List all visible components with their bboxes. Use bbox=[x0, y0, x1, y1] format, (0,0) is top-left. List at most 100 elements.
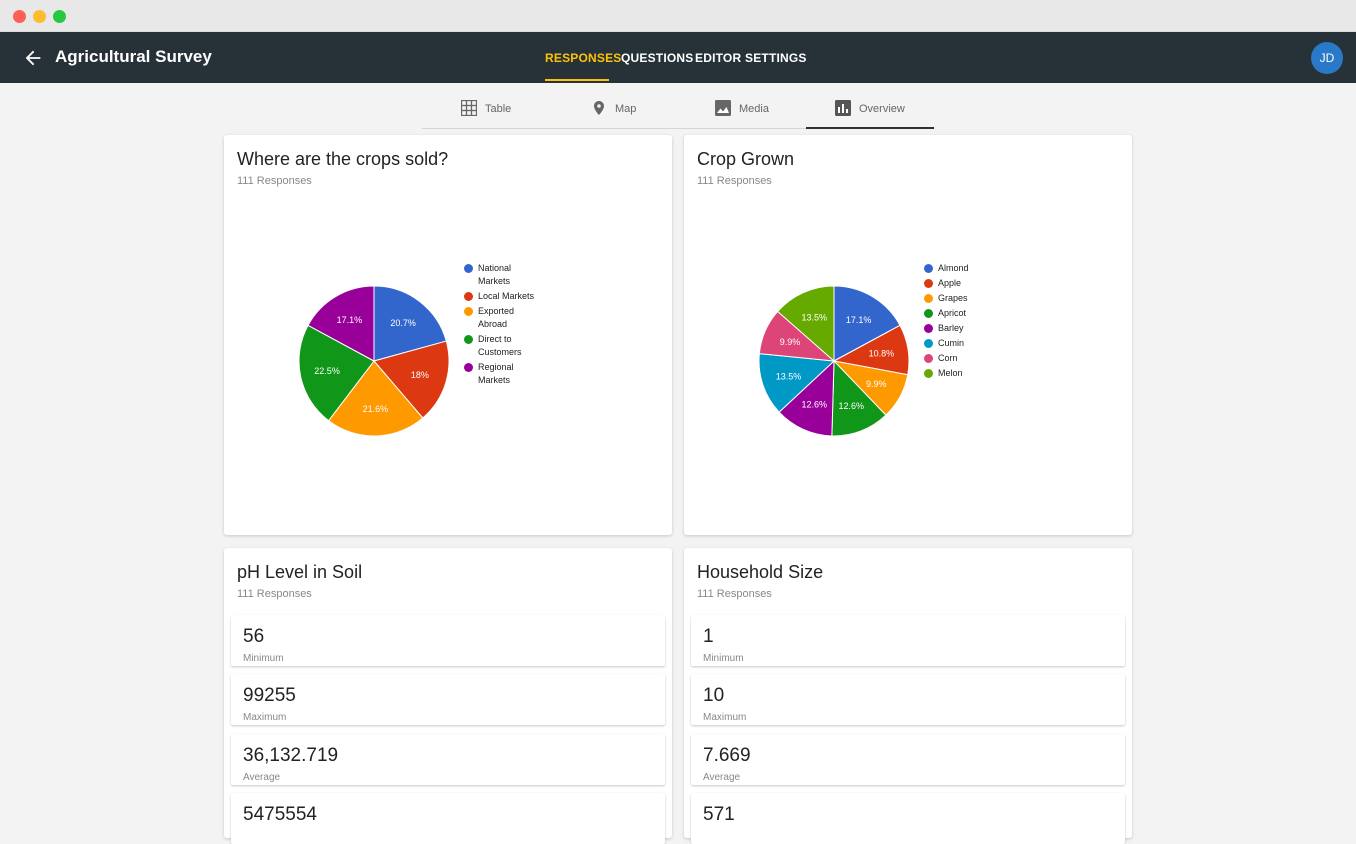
pie-slice-label: 13.5% bbox=[776, 371, 802, 381]
close-window-button[interactable] bbox=[13, 10, 26, 23]
stat-label: Minimum bbox=[243, 653, 284, 664]
card-title: pH Level in Soil bbox=[237, 562, 362, 583]
stat-minimum: 1 Minimum bbox=[691, 615, 1125, 666]
stat-maximum: 99255 Maximum bbox=[231, 674, 665, 725]
legend-label: National Markets bbox=[478, 263, 511, 286]
back-arrow-icon[interactable] bbox=[22, 47, 44, 69]
legend-item[interactable]: Melon bbox=[924, 367, 1004, 380]
crop-grown-legend: Almond Apple Grapes Apricot Barley Cumin… bbox=[924, 262, 1004, 382]
legend-swatch bbox=[464, 335, 473, 344]
stat-value: 1 bbox=[703, 626, 714, 648]
stat-label: Maximum bbox=[703, 712, 746, 723]
legend-label: Barley bbox=[938, 323, 964, 333]
pie-slice-label: 9.9% bbox=[866, 379, 887, 389]
legend-swatch bbox=[464, 307, 473, 316]
legend-swatch bbox=[924, 369, 933, 378]
legend-label: Regional Markets bbox=[478, 362, 514, 385]
stat-label: Minimum bbox=[703, 653, 744, 664]
subtab-map[interactable]: Map bbox=[550, 89, 678, 129]
stat-label: Average bbox=[703, 772, 740, 783]
legend-label: Apple bbox=[938, 278, 961, 288]
avatar[interactable]: JD bbox=[1311, 42, 1343, 74]
legend-label: Cumin bbox=[938, 338, 964, 348]
stat-value: 36,132.719 bbox=[243, 745, 338, 767]
image-icon bbox=[715, 100, 731, 116]
app-title: Agricultural Survey bbox=[55, 47, 212, 67]
legend-item[interactable]: Apricot bbox=[924, 307, 1004, 320]
response-count: 111 Responses bbox=[237, 588, 312, 600]
tab-responses[interactable]: RESPONSES bbox=[545, 51, 622, 65]
crops-sold-legend: National Markets Local Markets Exported … bbox=[464, 262, 544, 389]
legend-label: Exported Abroad bbox=[478, 306, 514, 329]
legend-item[interactable]: Direct to Customers bbox=[464, 333, 544, 359]
card-title: Household Size bbox=[697, 562, 823, 583]
pie-slice-label: 17.1% bbox=[846, 315, 872, 325]
legend-label: Direct to Customers bbox=[478, 334, 522, 357]
crop-grown-pie-chart: 17.1%10.8%9.9%12.6%12.6%13.5%9.9%13.5% bbox=[684, 135, 1132, 535]
legend-swatch bbox=[464, 363, 473, 372]
maximize-window-button[interactable] bbox=[53, 10, 66, 23]
stat-average: 7.669 Average bbox=[691, 734, 1125, 785]
legend-swatch bbox=[924, 294, 933, 303]
subtab-map-label: Map bbox=[615, 103, 636, 115]
tab-settings[interactable]: SETTINGS bbox=[745, 51, 807, 65]
stat-value: 5475554 bbox=[243, 804, 317, 826]
legend-item[interactable]: Exported Abroad bbox=[464, 305, 544, 331]
legend-item[interactable]: Barley bbox=[924, 322, 1004, 335]
stat-value: 56 bbox=[243, 626, 264, 648]
legend-item[interactable]: Regional Markets bbox=[464, 361, 544, 387]
household-size-card: Household Size 111 Responses 1 Minimum 1… bbox=[684, 548, 1132, 838]
pie-slice-label: 18% bbox=[411, 370, 429, 380]
stat-label: Maximum bbox=[243, 712, 286, 723]
minimize-window-button[interactable] bbox=[33, 10, 46, 23]
app-bar: Agricultural Survey RESPONSES QUESTIONS … bbox=[0, 32, 1356, 83]
pie-slice-label: 20.7% bbox=[390, 318, 416, 328]
pie-slice-label: 12.6% bbox=[838, 401, 864, 411]
pie-slice-label: 10.8% bbox=[869, 349, 895, 359]
stat-maximum: 10 Maximum bbox=[691, 674, 1125, 725]
legend-swatch bbox=[924, 324, 933, 333]
legend-item[interactable]: Almond bbox=[924, 262, 1004, 275]
bar-chart-icon bbox=[835, 100, 851, 116]
response-count: 111 Responses bbox=[697, 588, 772, 600]
stat-value: 10 bbox=[703, 685, 724, 707]
active-tab-indicator bbox=[545, 79, 609, 81]
legend-item[interactable]: Apple bbox=[924, 277, 1004, 290]
stat-value: 571 bbox=[703, 804, 735, 826]
stat-label: Average bbox=[243, 772, 280, 783]
legend-swatch bbox=[924, 354, 933, 363]
legend-swatch bbox=[924, 264, 933, 273]
crops-sold-pie-chart: 20.7%18%21.6%22.5%17.1% bbox=[224, 135, 672, 535]
crop-grown-card: Crop Grown 111 Responses 17.1% 10.8% 9.9% 1… bbox=[684, 135, 1132, 535]
pie-slice-label: 12.6% bbox=[801, 400, 827, 410]
stat-minimum: 56 Minimum bbox=[231, 615, 665, 666]
legend-swatch bbox=[924, 339, 933, 348]
subtab-overview-label: Overview bbox=[859, 103, 905, 115]
subtab-table[interactable]: Table bbox=[422, 89, 550, 129]
pie-slice-label: 21.6% bbox=[363, 404, 389, 414]
ph-level-card: pH Level in Soil 111 Responses 56 Minimu… bbox=[224, 548, 672, 838]
window-titlebar bbox=[0, 0, 1356, 32]
legend-label: Almond bbox=[938, 263, 969, 273]
table-icon bbox=[461, 100, 477, 116]
legend-item[interactable]: Cumin bbox=[924, 337, 1004, 350]
subtab-overview[interactable]: Overview bbox=[806, 89, 934, 129]
legend-label: Apricot bbox=[938, 308, 966, 318]
tab-questions[interactable]: QUESTIONS bbox=[621, 51, 693, 65]
legend-swatch bbox=[924, 279, 933, 288]
tab-editor[interactable]: EDITOR bbox=[695, 51, 741, 65]
pie-slice-label: 9.9% bbox=[780, 337, 801, 347]
legend-item[interactable]: Grapes bbox=[924, 292, 1004, 305]
stat-value: 99255 bbox=[243, 685, 296, 707]
legend-swatch bbox=[924, 309, 933, 318]
legend-swatch bbox=[464, 292, 473, 301]
stat-average: 36,132.719 Average bbox=[231, 734, 665, 785]
legend-item[interactable]: Local Markets bbox=[464, 290, 544, 303]
legend-swatch bbox=[464, 264, 473, 273]
subtab-media[interactable]: Media bbox=[678, 89, 806, 129]
legend-item[interactable]: Corn bbox=[924, 352, 1004, 365]
legend-item[interactable]: National Markets bbox=[464, 262, 544, 288]
map-pin-icon bbox=[591, 100, 607, 116]
legend-label: Melon bbox=[938, 368, 963, 378]
legend-label: Grapes bbox=[938, 293, 968, 303]
